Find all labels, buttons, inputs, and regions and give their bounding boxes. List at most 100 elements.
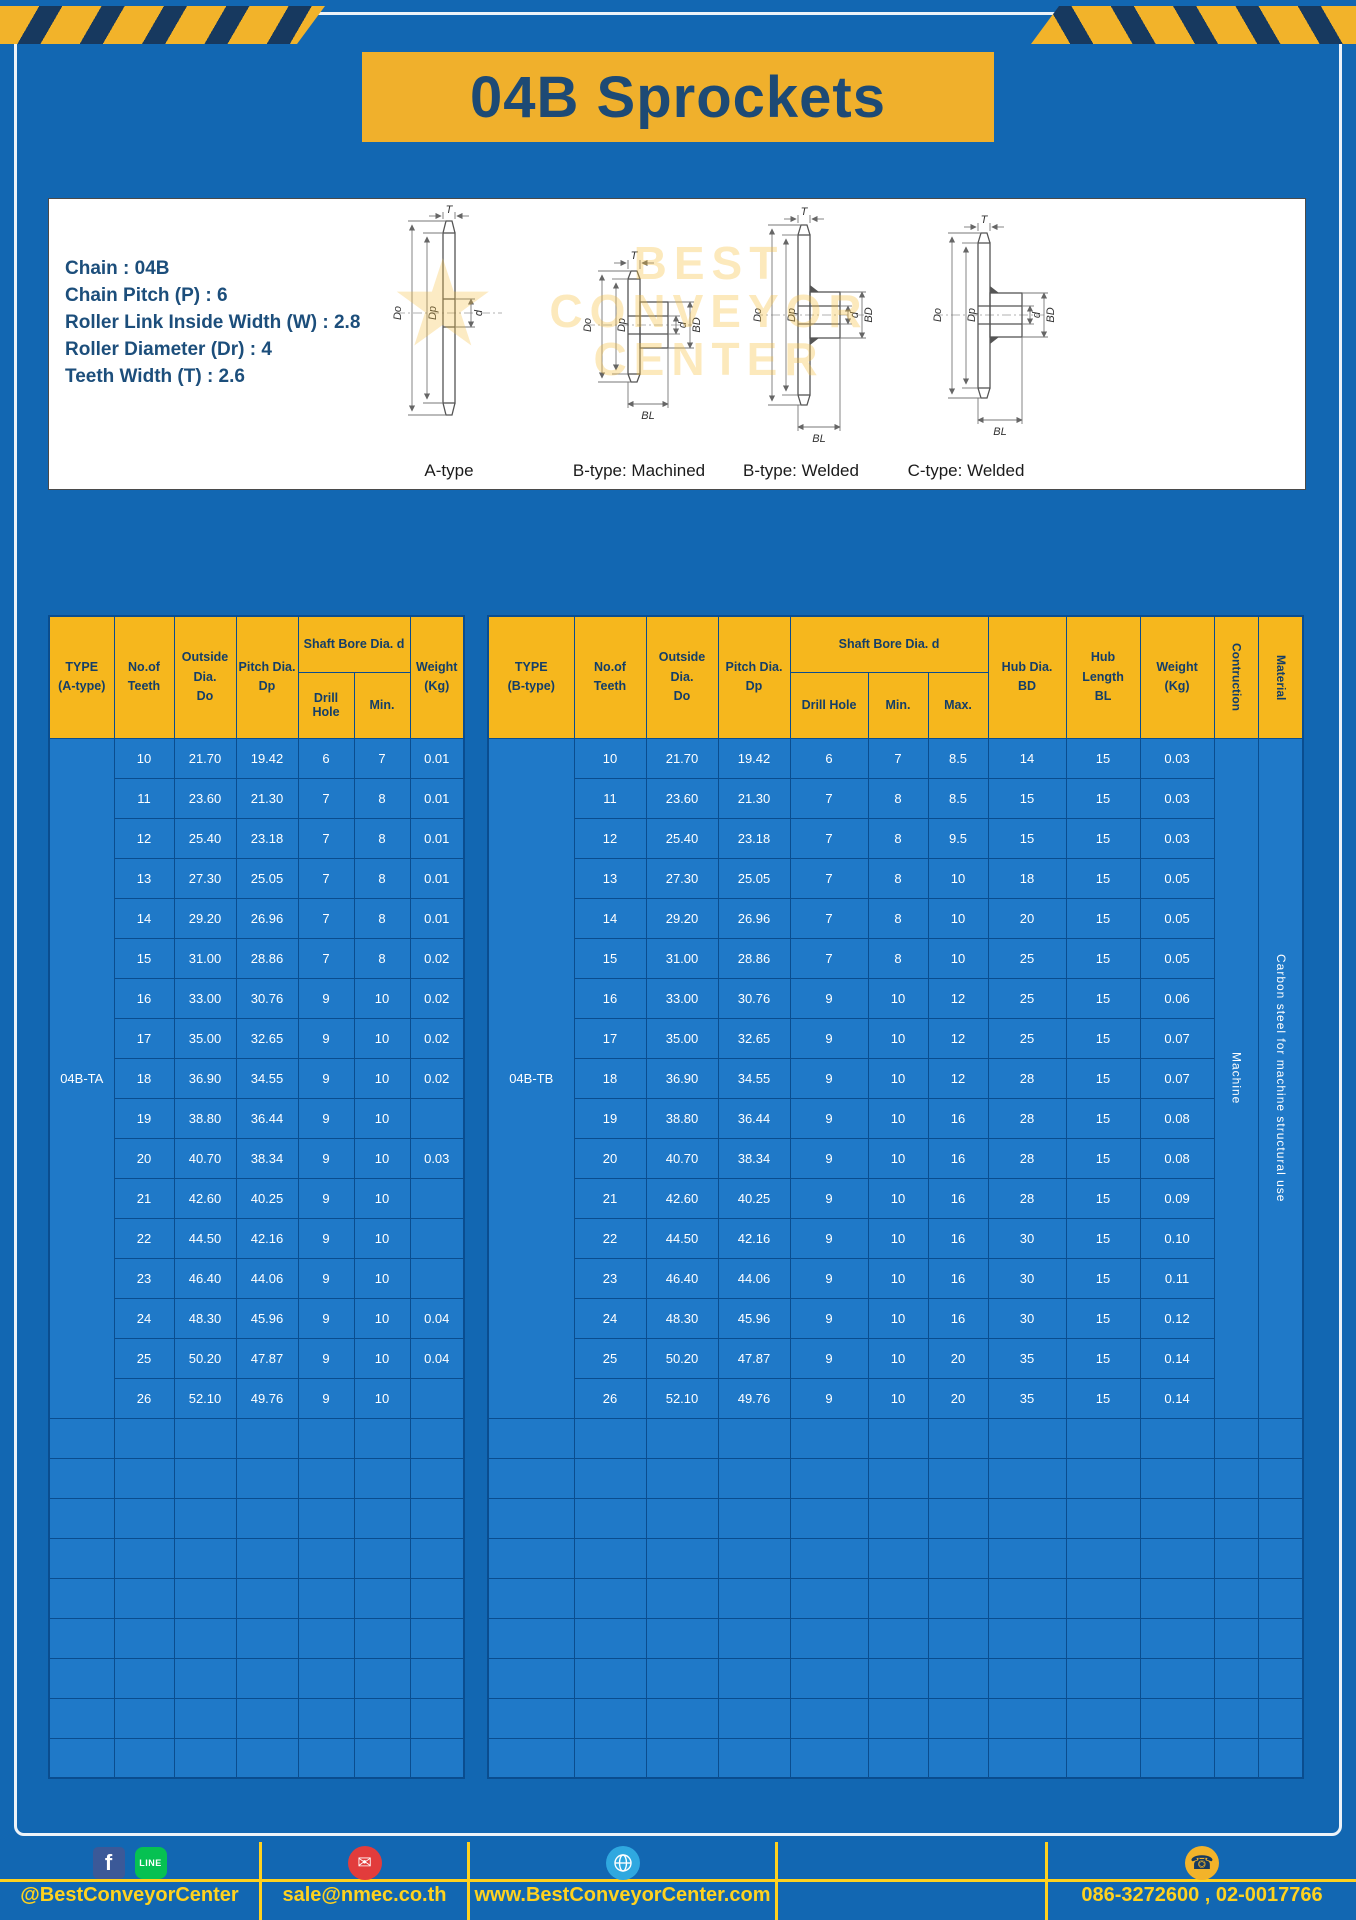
- data-cell: 15: [573, 937, 647, 979]
- data-cell: 8.5: [927, 737, 989, 779]
- empty-cell: [1257, 1697, 1304, 1739]
- empty-cell: [297, 1497, 355, 1539]
- data-cell: 8.5: [927, 777, 989, 819]
- empty-cell: [1257, 1617, 1304, 1659]
- empty-cell: [235, 1697, 299, 1739]
- footer-phone-label[interactable]: 086-3272600 , 02-0017766: [1081, 1884, 1323, 1906]
- empty-cell: [173, 1497, 237, 1539]
- data-cell: 44.06: [717, 1257, 791, 1299]
- footer-section-spacer: [778, 1842, 1048, 1920]
- empty-cell: [867, 1497, 929, 1539]
- empty-cell: [987, 1537, 1067, 1579]
- data-cell: 36.90: [645, 1057, 719, 1099]
- line-icon[interactable]: LINE: [134, 1847, 167, 1879]
- data-cell: 46.40: [173, 1257, 237, 1299]
- data-cell: 44.50: [645, 1217, 719, 1259]
- data-cell: 8: [353, 817, 411, 859]
- empty-cell: [297, 1697, 355, 1739]
- diagram-b-type-machined: Do Dp d BD T BL: [582, 250, 703, 422]
- table-b-body: 04B-TB 10 21.70 19.42 6 7 8.5 14 15 0.03 Machine Ca…: [487, 737, 1304, 1779]
- empty-cell: [987, 1617, 1067, 1659]
- data-cell: 16: [927, 1137, 989, 1179]
- data-cell: 10: [353, 1217, 411, 1259]
- data-cell: 0.02: [409, 1057, 465, 1099]
- table-row: 13 27.30 25.05 7 8 10 18 15 0.05: [488, 857, 1303, 899]
- empty-cell: [297, 1617, 355, 1659]
- data-cell: 25: [987, 937, 1067, 979]
- empty-cell: [927, 1657, 989, 1699]
- data-cell: 44.50: [173, 1217, 237, 1259]
- data-cell: 10: [353, 977, 411, 1019]
- empty-cell: [113, 1577, 175, 1619]
- col-header-min: Min.: [353, 671, 411, 739]
- footer-social-label[interactable]: @BestConveyorCenter: [20, 1884, 239, 1906]
- data-cell: 14: [573, 897, 647, 939]
- table-row: 16 33.00 30.76 9 10 12 25 15 0.06: [488, 977, 1303, 1019]
- diagram-label-b-welded: B-type: Welded: [743, 461, 859, 480]
- empty-cell: [409, 1537, 465, 1579]
- sprocket-diagrams: Do Dp d T Do: [392, 204, 1057, 445]
- phone-icon[interactable]: ☎: [1185, 1846, 1219, 1880]
- spec-line-width: Roller Link Inside Width (W) : 2.8: [65, 312, 361, 333]
- diagram-b-type-welded: Do Dp d BD T BL: [752, 206, 875, 445]
- empty-cell: [927, 1577, 989, 1619]
- empty-cell: [573, 1617, 647, 1659]
- table-row: 26 52.10 49.76 9 10: [49, 1377, 465, 1419]
- empty-cell: [987, 1737, 1067, 1779]
- data-cell: 10: [353, 1097, 411, 1139]
- empty-row: [487, 1657, 1304, 1699]
- data-cell: 10: [867, 1057, 929, 1099]
- footer-email-label[interactable]: sale@nmec.co.th: [282, 1884, 447, 1906]
- footer-website-label[interactable]: www.BestConveyorCenter.com: [474, 1884, 771, 1906]
- data-cell: 7: [297, 937, 355, 979]
- data-cell: 26: [573, 1377, 647, 1419]
- data-cell: 36.90: [173, 1057, 237, 1099]
- empty-cell: [1139, 1457, 1215, 1499]
- material-cell: Carbon steel for machine structural use: [1257, 737, 1304, 1419]
- data-cell: 15: [1065, 1337, 1141, 1379]
- data-cell: 40.70: [645, 1137, 719, 1179]
- data-cell: [409, 1377, 465, 1419]
- empty-cell: [235, 1737, 299, 1779]
- data-cell: 19: [113, 1097, 175, 1139]
- col-header-max: Max.: [927, 671, 989, 739]
- empty-cell: [717, 1697, 791, 1739]
- empty-cell: [1139, 1497, 1215, 1539]
- data-cell: 16: [113, 977, 175, 1019]
- empty-cell: [1139, 1737, 1215, 1779]
- empty-cell: [353, 1697, 411, 1739]
- empty-cell: [789, 1417, 869, 1459]
- data-cell: 10: [353, 1137, 411, 1179]
- empty-row: [487, 1537, 1304, 1579]
- table-b-header: TYPE (B-type) No.of Teeth Outside Dia. Do Pi…: [487, 615, 1304, 739]
- empty-cell: [409, 1457, 465, 1499]
- empty-cell: [987, 1577, 1067, 1619]
- globe-icon[interactable]: [605, 1846, 640, 1880]
- empty-cell: [297, 1577, 355, 1619]
- empty-cell: [789, 1657, 869, 1699]
- empty-cell: [1139, 1617, 1215, 1659]
- empty-row: [487, 1697, 1304, 1739]
- empty-cell: [867, 1577, 929, 1619]
- data-cell: 18: [573, 1057, 647, 1099]
- data-cell: 30: [987, 1217, 1067, 1259]
- empty-row: [48, 1537, 465, 1579]
- table-row: 26 52.10 49.76 9 10 20 35 15 0.14: [488, 1377, 1303, 1419]
- data-cell: 23.18: [235, 817, 299, 859]
- table-row: 22 44.50 42.16 9 10 16 30 15 0.10: [488, 1217, 1303, 1259]
- empty-cell: [927, 1697, 989, 1739]
- data-cell: 8: [867, 777, 929, 819]
- data-cell: 11: [573, 777, 647, 819]
- data-cell: 30: [987, 1297, 1067, 1339]
- table-row: 20 40.70 38.34 9 10 16 28 15 0.08: [488, 1137, 1303, 1179]
- facebook-icon[interactable]: f: [92, 1847, 125, 1879]
- dim-label-bd: BD: [863, 307, 875, 322]
- col-header-teeth: No.of Teeth: [113, 615, 175, 739]
- empty-cell: [353, 1497, 411, 1539]
- empty-cell: [1139, 1417, 1215, 1459]
- empty-row: [48, 1737, 465, 1779]
- dim-label-d: d: [473, 309, 485, 316]
- empty-cell: [235, 1537, 299, 1579]
- email-icon[interactable]: ✉: [347, 1846, 382, 1880]
- empty-cell: [573, 1657, 647, 1699]
